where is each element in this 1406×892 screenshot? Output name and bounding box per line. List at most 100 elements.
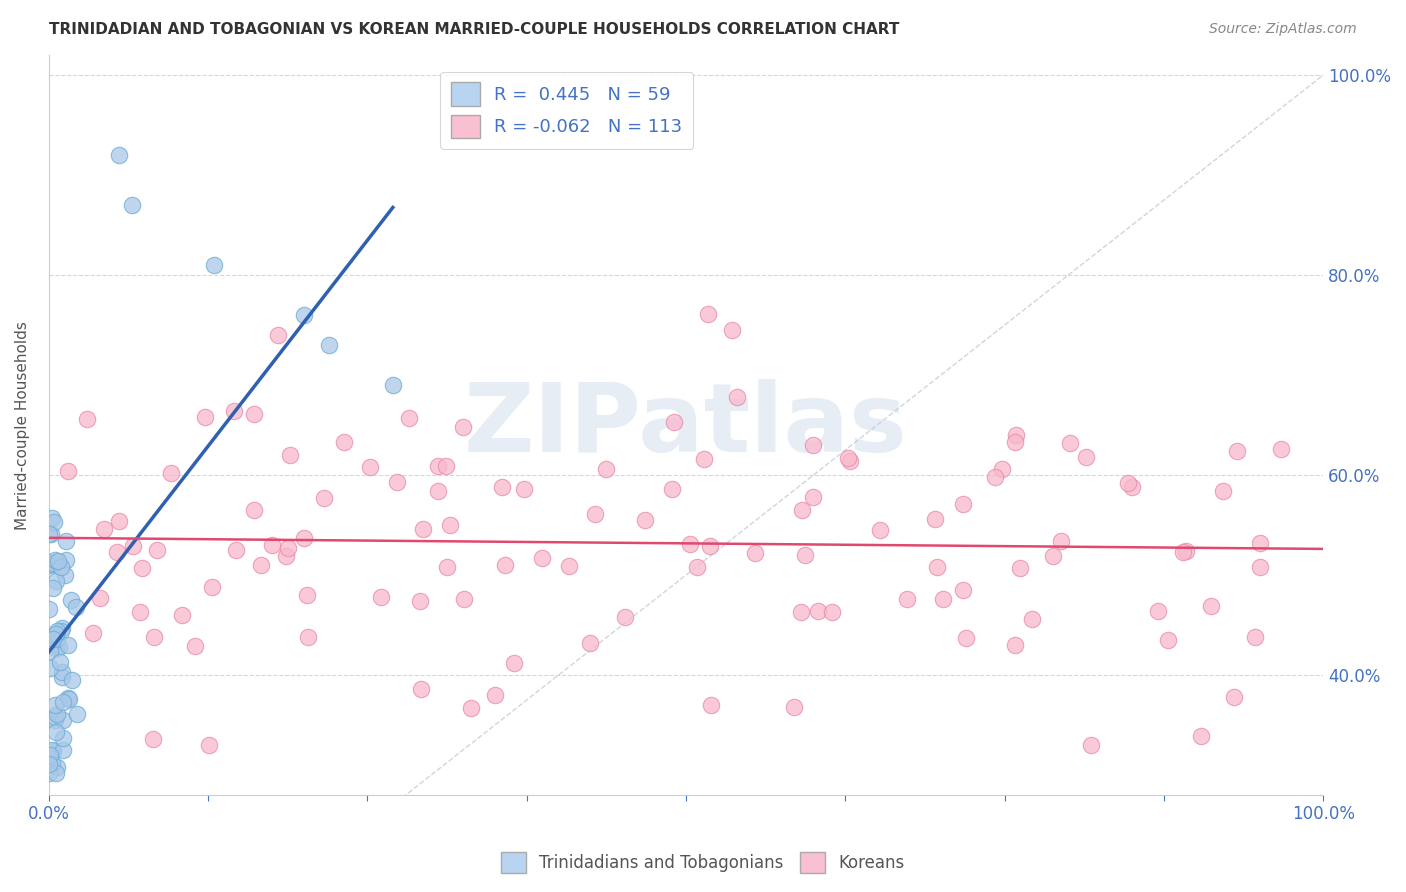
- Point: [821, 605, 844, 619]
- Point: [333, 435, 356, 450]
- Point: [803, 438, 825, 452]
- Point: [991, 461, 1014, 475]
- Point: [44, 553, 66, 567]
- Point: [145, 542, 167, 557]
- Point: [56, 690, 79, 705]
- Text: TRINIDADIAN AND TOBAGONIAN VS KOREAN MARRIED-COUPLE HOUSEHOLDS CORRELATION CHART: TRINIDADIAN AND TOBAGONIAN VS KOREAN MAR…: [49, 22, 900, 37]
- Point: [955, 631, 977, 645]
- Point: [42, 744, 65, 758]
- Point: [53, 568, 76, 582]
- Point: [172, 607, 194, 622]
- Point: [790, 502, 813, 516]
- Point: [107, 545, 129, 559]
- Point: [292, 308, 315, 322]
- Point: [1226, 443, 1249, 458]
- Point: [924, 512, 946, 526]
- Point: [1156, 632, 1178, 647]
- Point: [1049, 533, 1071, 548]
- Point: [1118, 475, 1140, 490]
- Point: [58, 692, 80, 706]
- Point: [49, 655, 72, 669]
- Point: [595, 462, 617, 476]
- Point: [1080, 738, 1102, 752]
- Point: [614, 610, 637, 624]
- Point: [1004, 638, 1026, 652]
- Point: [198, 738, 221, 752]
- Point: [42, 557, 65, 571]
- Point: [51, 621, 73, 635]
- Point: [1249, 536, 1271, 550]
- Point: [52, 713, 75, 727]
- Point: [1189, 729, 1212, 743]
- Point: [122, 540, 145, 554]
- Point: [925, 560, 948, 574]
- Point: [41, 743, 63, 757]
- Point: [204, 258, 226, 272]
- Point: [222, 404, 245, 418]
- Point: [412, 522, 434, 536]
- Point: [1121, 481, 1143, 495]
- Point: [439, 517, 461, 532]
- Point: [491, 480, 513, 494]
- Point: [142, 732, 165, 747]
- Text: Source: ZipAtlas.com: Source: ZipAtlas.com: [1209, 22, 1357, 37]
- Point: [385, 475, 408, 490]
- Point: [381, 378, 404, 392]
- Point: [41, 510, 63, 524]
- Point: [66, 707, 89, 722]
- Point: [39, 526, 62, 541]
- Point: [1223, 690, 1246, 704]
- Point: [262, 538, 284, 552]
- Point: [267, 328, 290, 343]
- Point: [60, 673, 83, 687]
- Point: [65, 600, 87, 615]
- Point: [434, 459, 457, 474]
- Point: [721, 323, 744, 337]
- Point: [370, 590, 392, 604]
- Point: [1008, 561, 1031, 575]
- Point: [41, 632, 63, 646]
- Point: [39, 747, 62, 762]
- Point: [243, 408, 266, 422]
- Point: [1212, 484, 1234, 499]
- Text: ZIPatlas: ZIPatlas: [464, 378, 908, 472]
- Point: [783, 700, 806, 714]
- Point: [952, 497, 974, 511]
- Point: [201, 581, 224, 595]
- Point: [869, 523, 891, 537]
- Point: [1074, 450, 1097, 464]
- Point: [453, 592, 475, 607]
- Point: [44, 710, 66, 724]
- Point: [359, 460, 381, 475]
- Point: [45, 624, 67, 639]
- Point: [45, 574, 67, 588]
- Point: [48, 640, 70, 654]
- Point: [1270, 442, 1292, 456]
- Point: [129, 605, 152, 619]
- Point: [131, 561, 153, 575]
- Point: [45, 724, 67, 739]
- Point: [39, 644, 62, 658]
- Point: [436, 560, 458, 574]
- Point: [46, 760, 69, 774]
- Y-axis label: Married-couple Households: Married-couple Households: [15, 320, 30, 530]
- Point: [160, 466, 183, 480]
- Point: [52, 695, 75, 709]
- Point: [700, 698, 723, 712]
- Point: [807, 604, 830, 618]
- Point: [108, 148, 131, 162]
- Point: [696, 307, 718, 321]
- Point: [932, 592, 955, 607]
- Point: [194, 410, 217, 425]
- Point: [295, 588, 318, 602]
- Point: [45, 766, 67, 780]
- Point: [984, 469, 1007, 483]
- Point: [312, 491, 335, 505]
- Point: [679, 536, 702, 550]
- Point: [52, 743, 75, 757]
- Point: [579, 636, 602, 650]
- Point: [89, 591, 111, 606]
- Point: [1004, 435, 1026, 450]
- Point: [225, 542, 247, 557]
- Point: [49, 624, 72, 638]
